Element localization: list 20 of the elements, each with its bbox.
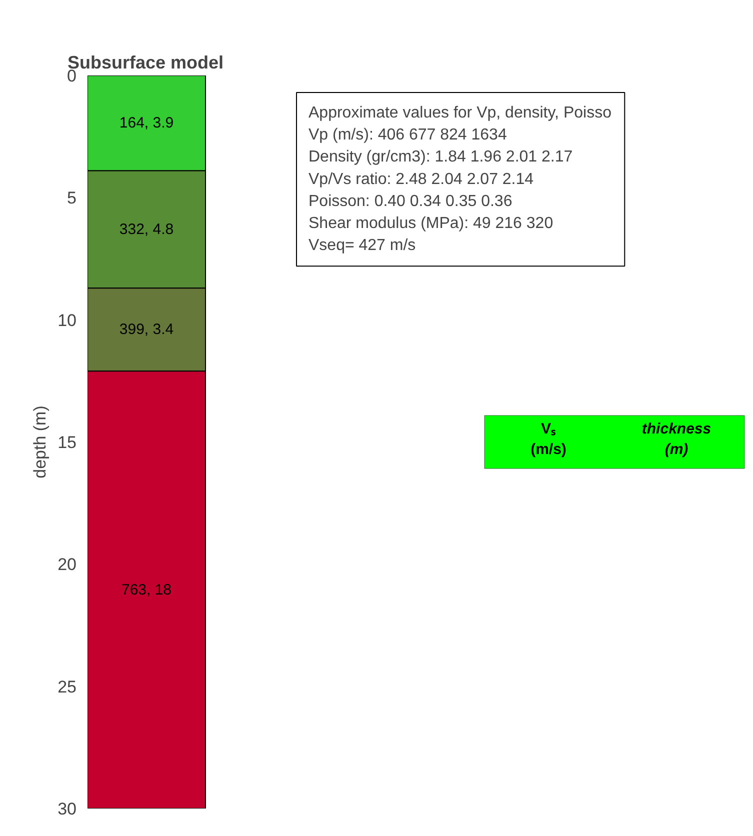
data-label: 399, 3.4: [119, 321, 174, 338]
text: Density (gr/cm3): 1.84 1.96 2.01 2.17: [308, 148, 573, 166]
text: Poisson: 0.40 0.34 0.35 0.36: [308, 192, 512, 210]
y-tick-label: 25: [58, 677, 77, 696]
data-label: 763, 18: [121, 581, 172, 598]
y-tick-label: 30: [58, 800, 77, 818]
y-tick-label: 5: [67, 188, 77, 208]
text: Vp (m/s): 406 677 824 1634: [308, 126, 507, 144]
y-tick-label: 15: [58, 433, 77, 452]
text: Vₛ (m/s): [530, 420, 566, 458]
data-label: 164, 3.9: [119, 114, 174, 132]
y-tick-label: 20: [58, 555, 77, 574]
data-label: 332, 4.8: [119, 220, 174, 238]
y-axis-title: depth (m): [30, 406, 50, 478]
text: thickness (m): [642, 420, 712, 458]
text: Vp/Vs ratio: 2.48 2.04 2.07 2.14: [308, 170, 534, 188]
y-tick-label: 10: [58, 310, 77, 330]
text: Approximate values for Vp, density, Poisso: [308, 104, 612, 122]
text: Vseq= 427 m/s: [308, 237, 416, 254]
text: Shear modulus (MPa): 49 216 320: [308, 215, 554, 232]
